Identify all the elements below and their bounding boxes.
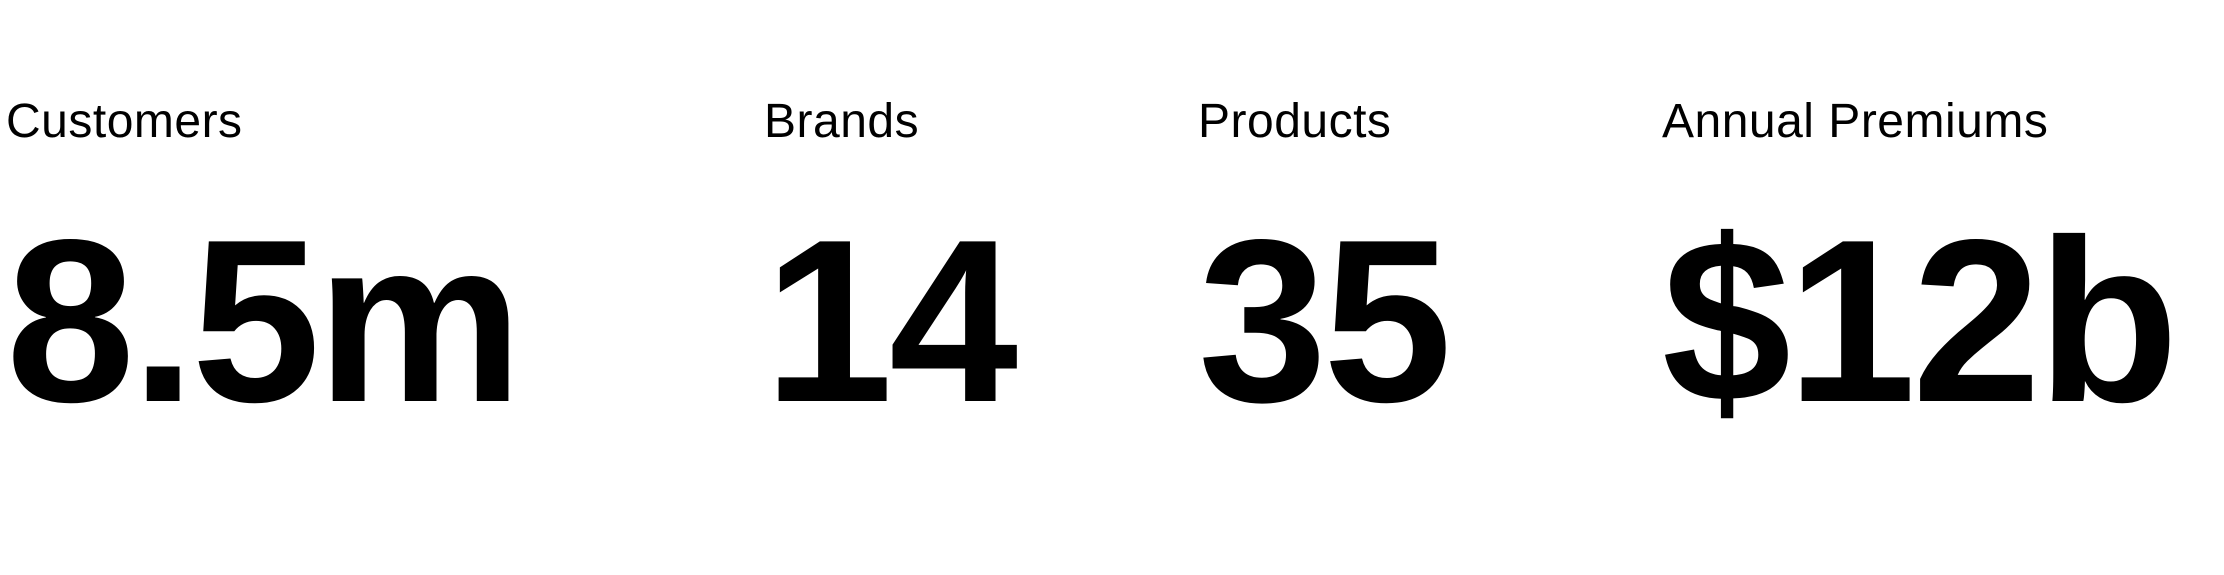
stat-value: $12b [1662,206,2175,438]
stat-label: Annual Premiums [1662,98,2048,146]
stat-label: Products [1198,98,1391,146]
stat-value: 14 [764,206,1014,438]
stat-value: 35 [1198,206,1448,438]
stat-label: Brands [764,98,919,146]
stat-label: Customers [6,98,243,146]
stat-value: 8.5m [6,206,519,438]
